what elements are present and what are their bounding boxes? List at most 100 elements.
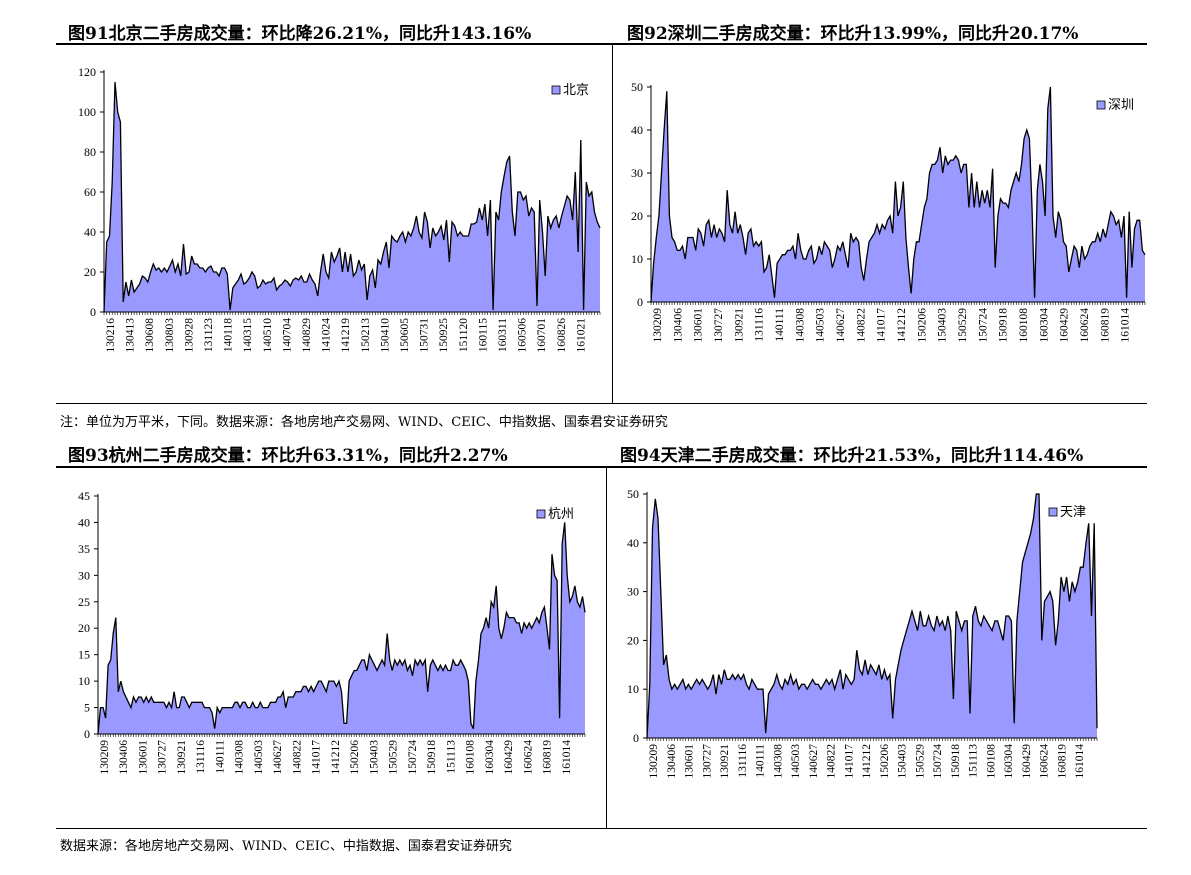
x-tick-label: 161014 [1074,744,1086,779]
x-tick-label: 130921 [733,308,745,343]
x-tick-label: 140111 [214,740,226,774]
y-tick-label: 0 [637,295,643,309]
y-tick-label: 30 [631,166,643,180]
x-tick-label: 140308 [772,744,784,779]
x-tick-label: 160819 [1099,308,1111,343]
x-tick-label: 150918 [950,744,962,779]
x-tick-label: 140822 [826,744,838,779]
x-tick-label: 160826 [556,318,568,353]
x-tick-label: 141017 [311,740,323,775]
y-tick-label: 10 [627,682,639,696]
y-tick-label: 20 [78,621,90,635]
x-tick-label: 150925 [438,318,450,353]
x-tick-label: 150403 [937,308,949,343]
x-tick-label: 140118 [223,318,235,352]
legend-swatch [551,85,561,95]
x-tick-label: 150918 [426,740,438,775]
x-tick-label: 160108 [985,744,997,779]
x-tick-label: 130209 [99,740,111,775]
unit-source-note: 注：单位为万平米，下同。数据来源：各地房地产交易网、WIND、CEIC、中指数据… [60,415,668,430]
x-tick-label: 160624 [1039,744,1051,779]
x-tick-label: 130406 [118,740,130,775]
x-tick-label: 160108 [465,740,477,775]
top-rule [56,43,1147,45]
x-tick-label: 141212 [896,308,908,343]
y-tick-label: 10 [78,674,90,688]
x-tick-label: 141212 [861,744,873,779]
x-tick-label: 160108 [1018,308,1030,343]
series-line [646,493,1098,739]
x-tick-label: 140627 [808,744,820,779]
y-tick-label: 100 [78,105,96,119]
x-tick-label: 130921 [719,744,731,779]
mid-rule-upper [56,403,1147,404]
x-tick-label: 130608 [144,318,156,353]
x-tick-label: 141024 [321,318,333,353]
y-tick-label: 60 [84,185,96,199]
legend-label: 深圳 [1108,97,1134,112]
y-tick-label: 30 [627,585,639,599]
chart-title-beijing: 图91北京二手房成交量：环比降26.21%，同比升143.16% [68,24,532,44]
legend-label: 杭州 [548,506,574,521]
x-tick-label: 131116 [754,308,766,342]
chart-beijing: 0 20 40 60 80 100 120 130216 130413 130608 130803 1… [78,65,601,353]
x-tick-label: 140315 [242,318,254,353]
chart-hangzhou: 0 5 10 15 20 25 30 35 40 45 130209 130406 130601 1307… [78,489,586,775]
chart-title-hangzhou: 图93杭州二手房成交量：环比升63.31%，同比升2.27% [68,446,508,466]
panel-divider-upper [612,44,613,404]
x-tick-label: 150605 [399,318,411,353]
y-tick-label: 0 [90,305,96,319]
x-tick-label: 150918 [998,308,1010,343]
x-tick-label: 130209 [648,744,660,779]
x-tick-label: 141017 [876,308,888,343]
x-tick-label: 140503 [790,744,802,779]
x-tick-label: 150403 [897,744,909,779]
x-tick-label: 140627 [272,740,284,775]
x-tick-label: 160311 [497,318,509,352]
x-tick-label: 160701 [536,318,548,353]
x-tick-label: 150529 [388,740,400,775]
series-line [650,86,1146,303]
y-tick-label: 15 [78,648,90,662]
area-fill [647,494,1097,738]
y-tick-label: 20 [631,209,643,223]
x-tick-label: 160429 [1059,308,1071,343]
x-tick-label: 140627 [835,308,847,343]
x-tick-label: 160304 [484,740,496,775]
x-tick-label: 130803 [164,318,176,353]
x-tick-label: 161014 [561,740,573,775]
x-tick-label: 140704 [281,318,293,353]
x-tick-label: 130216 [105,318,117,353]
y-tick-label: 40 [627,536,639,550]
x-tick-label: 150724 [932,744,944,779]
x-tick-label: 131123 [203,318,215,352]
x-tick-label: 140503 [815,308,827,343]
legend-swatch [536,509,546,519]
x-tick-label: 150731 [419,318,431,353]
x-tick-label: 160624 [522,740,534,775]
mid-rule-lower [56,466,1147,468]
x-tick-label: 160819 [1056,744,1068,779]
x-tick-label: 130921 [176,740,188,775]
x-tick-label: 141017 [843,744,855,779]
series-line [97,522,586,735]
x-tick-label: 130727 [157,740,169,775]
x-tick-label: 140308 [794,308,806,343]
y-tick-label: 40 [84,225,96,239]
x-tick-label: 130601 [684,744,696,779]
x-tick-label: 150410 [379,318,391,353]
x-tick-label: 160304 [1003,744,1015,779]
y-tick-label: 50 [631,80,643,94]
x-tick-label: 151113 [445,740,457,774]
x-tick-label: 130601 [693,308,705,343]
y-tick-label: 20 [627,633,639,647]
chart-title-tianjin: 图94天津二手房成交量：环比升21.53%，同比升114.46% [620,446,1084,466]
y-tick-label: 120 [78,65,96,79]
y-tick-label: 25 [78,595,90,609]
legend-swatch [1096,100,1106,110]
x-tick-label: 130601 [137,740,149,775]
area-fill [98,522,585,734]
y-tick-label: 45 [78,489,90,503]
x-tick-label: 160429 [1021,744,1033,779]
x-tick-label: 161021 [575,318,587,353]
